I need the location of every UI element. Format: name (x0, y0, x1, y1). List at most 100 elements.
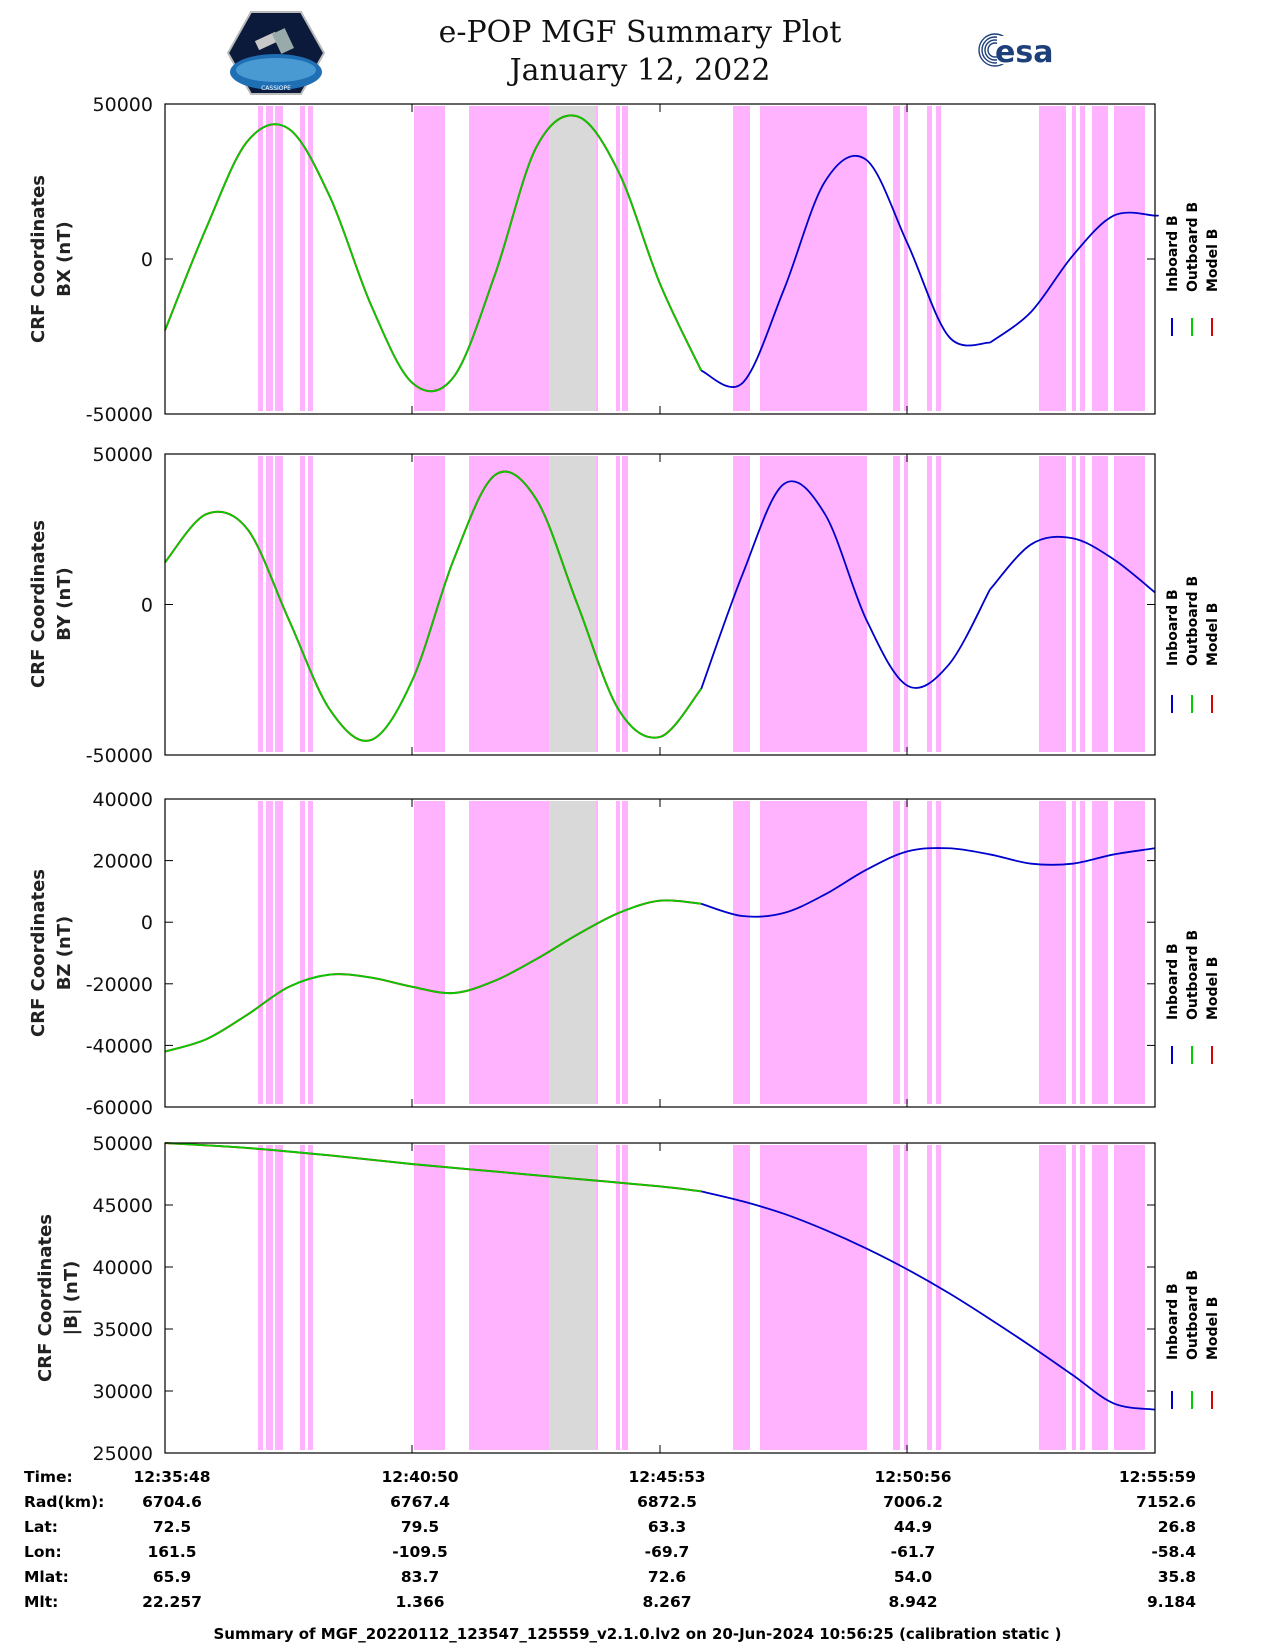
ephemeris-value: 12:50:56 (874, 1468, 951, 1486)
inboard-b-line (700, 847, 1156, 918)
ephemeris-value: 35.8 (1158, 1568, 1196, 1586)
attitude-band (275, 106, 283, 411)
attitude-band (733, 456, 750, 752)
attitude-band (275, 1145, 283, 1450)
attitude-band (1114, 456, 1145, 752)
ephemeris-value: -69.7 (645, 1543, 690, 1561)
ephemeris-value: -109.5 (392, 1543, 447, 1561)
outboard-b-line (164, 899, 702, 1053)
panel-bx-legend: Inboard B Outboard B Model B (1165, 202, 1221, 336)
ephemeris-value: 65.9 (153, 1568, 191, 1586)
attitude-band (266, 801, 273, 1104)
attitude-band (616, 456, 620, 752)
attitude-band (1072, 456, 1076, 752)
attitude-band (1114, 801, 1145, 1104)
y-tick-label: -60000 (86, 1097, 153, 1119)
panel-bx-ylabel-line1: CRF Coordinates (28, 175, 49, 343)
attitude-band (414, 1145, 445, 1450)
panel-bx: 50000 0 -50000 CRF Coordinates BX (nT) Inb… (28, 94, 1221, 426)
ephemeris-value: 6872.5 (637, 1493, 697, 1511)
panel-bz-ticks: 40000 20000 0 -20000 -40000 -60000 (86, 789, 1155, 1119)
esa-logo-text: esa (995, 35, 1053, 70)
attitude-band (904, 801, 908, 1104)
attitude-band (258, 456, 263, 752)
data-gap-band (549, 1145, 596, 1450)
inboard-b-line (700, 154, 991, 388)
attitude-band (616, 801, 620, 1104)
attitude-band (760, 456, 830, 752)
outboard-b-line (164, 114, 703, 393)
legend-inboard-label: Inboard B (1165, 215, 1181, 292)
ephemeris-row-label: Time: (24, 1468, 73, 1486)
y-tick-label: 50000 (93, 94, 153, 116)
attitude-band (300, 106, 305, 411)
panel-bx-ticks: 50000 0 -50000 (86, 94, 1155, 426)
y-tick-label: 0 (141, 912, 153, 934)
attitude-band (893, 456, 900, 752)
panel-bx-frame (164, 103, 1156, 415)
y-tick-label: 50000 (93, 1133, 153, 1155)
ephemeris-value: 6704.6 (142, 1493, 202, 1511)
esa-logo: esa (978, 33, 1053, 70)
ephemeris-value: 26.8 (1158, 1518, 1196, 1536)
attitude-band (1114, 1145, 1145, 1450)
ephemeris-value: 12:45:53 (628, 1468, 705, 1486)
attitude-band (622, 801, 628, 1104)
panel-by-ylabel-line1: CRF Coordinates (28, 520, 49, 688)
panel-bx-lines (164, 114, 1159, 393)
y-tick-label: 35000 (93, 1319, 153, 1341)
panel-by-lines (164, 470, 1156, 742)
attitude-band (622, 106, 628, 411)
y-tick-label: 40000 (93, 789, 153, 811)
panel-bz-shading (258, 801, 1145, 1104)
attitude-band (622, 456, 628, 752)
legend-outboard-label: Outboard B (1185, 576, 1201, 666)
ephemeris-value: 83.7 (401, 1568, 439, 1586)
attitude-band (308, 1145, 313, 1450)
inboard-b-line (701, 1190, 1156, 1411)
attitude-band (1114, 106, 1145, 411)
attitude-band (469, 1145, 549, 1450)
attitude-band (300, 801, 305, 1104)
legend-inboard-label: Inboard B (1165, 1283, 1181, 1360)
attitude-band (733, 1145, 750, 1450)
panel-bmag: 50000 45000 40000 35000 30000 25000 CRF Coord… (35, 1133, 1221, 1465)
attitude-band (414, 456, 445, 752)
attitude-band (414, 106, 445, 411)
attitude-band (927, 1145, 932, 1450)
y-tick-label: -40000 (86, 1035, 153, 1057)
attitude-band (904, 1145, 908, 1450)
legend-model-label: Model B (1205, 957, 1221, 1020)
attitude-band (300, 456, 305, 752)
ephemeris-value: 12:55:59 (1119, 1468, 1196, 1486)
ephemeris-value: 9.184 (1147, 1593, 1196, 1611)
ephemeris-row-label: Mlat: (24, 1568, 69, 1586)
attitude-band (1072, 801, 1076, 1104)
attitude-band (414, 801, 445, 1104)
panel-by-frame (164, 453, 1156, 756)
panel-bmag-ylabel-line2: |B| (nT) (61, 1261, 82, 1336)
summary-footer: Summary of MGF_20220112_123547_125559_v2… (213, 1625, 1062, 1643)
ephemeris-value: 54.0 (894, 1568, 932, 1586)
panel-by-shading (258, 456, 1145, 752)
attitude-band (904, 106, 908, 411)
legend-model-label: Model B (1205, 229, 1221, 292)
plot-title: e-POP MGF Summary Plot January 12, 2022 (340, 14, 940, 90)
attitude-band (830, 1145, 867, 1450)
panel-bz-frame (164, 798, 1156, 1108)
attitude-band (893, 106, 900, 411)
attitude-band (1039, 1145, 1066, 1450)
panel-by-ylabel-line2: BY (nT) (54, 567, 75, 641)
attitude-band (275, 801, 283, 1104)
attitude-band (275, 456, 283, 752)
attitude-band (308, 456, 313, 752)
attitude-band (830, 456, 867, 752)
ephemeris-value: 161.5 (147, 1543, 196, 1561)
attitude-band (1039, 456, 1066, 752)
attitude-band (936, 106, 941, 411)
attitude-band (1072, 1145, 1076, 1450)
ephemeris-value: -61.7 (891, 1543, 936, 1561)
attitude-band (1072, 106, 1076, 411)
panel-bmag-lines (164, 1142, 1156, 1411)
